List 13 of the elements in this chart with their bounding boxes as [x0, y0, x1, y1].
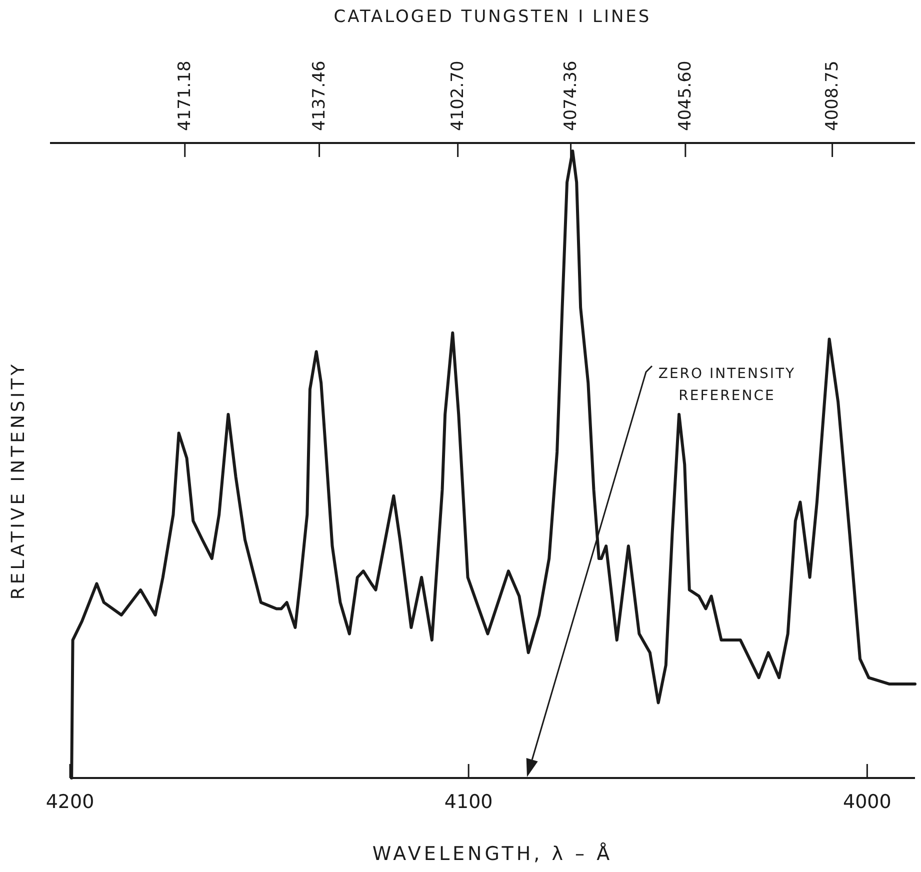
x2-tick-label: 4045.60	[675, 60, 696, 131]
x2-tick-label: 4171.18	[174, 60, 195, 131]
x-axis-title: WAVELENGTH, λ – Å	[372, 842, 613, 865]
x-tick-label: 4200	[46, 791, 94, 813]
x2-tick-label: 4102.70	[448, 60, 468, 131]
x2-tick-label: 4137.46	[309, 60, 330, 131]
x2-axis-title: CATALOGED TUNGSTEN I LINES	[334, 7, 652, 27]
annotation: ZERO INTENSITY REFERENCE	[658, 366, 796, 404]
y-axis-title: RELATIVE INTENSITY	[8, 361, 29, 600]
x-tick-label: 4100	[444, 791, 493, 813]
x-tick-label: 4000	[842, 791, 892, 813]
x2-tick-label: 4008.75	[822, 60, 842, 131]
x2-tick-label: 4074.36	[560, 60, 581, 131]
